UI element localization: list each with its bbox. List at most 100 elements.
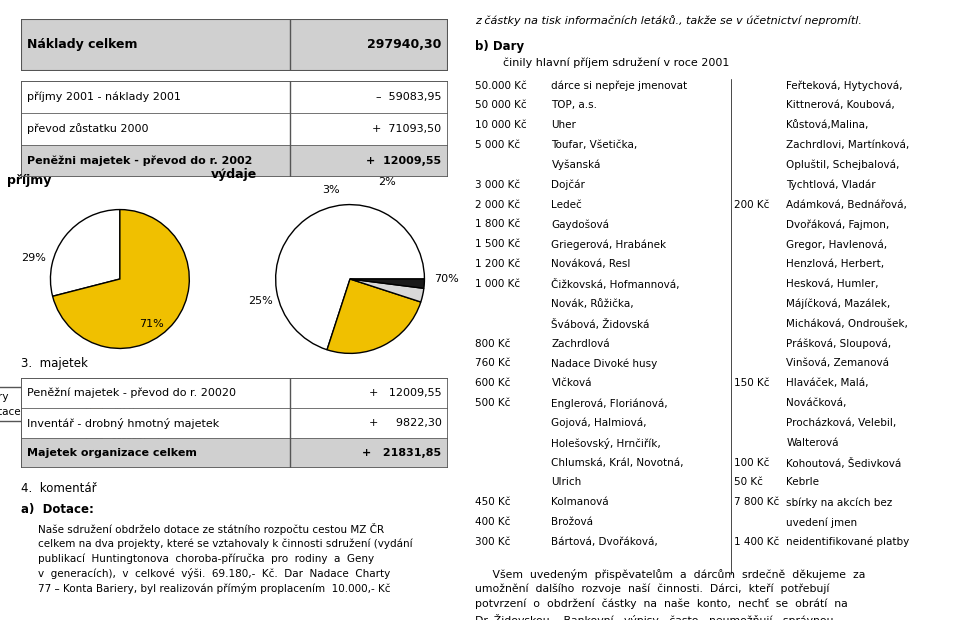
Text: Kohoutová, Šedivková: Kohoutová, Šedivková bbox=[786, 458, 901, 469]
Text: Hlaváček, Malá,: Hlaváček, Malá, bbox=[786, 378, 869, 388]
Text: +  71093,50: + 71093,50 bbox=[372, 123, 441, 134]
Text: Vinšová, Zemanová: Vinšová, Zemanová bbox=[786, 358, 889, 368]
Text: sbírky na akcích bez: sbírky na akcích bez bbox=[786, 497, 893, 508]
Text: Uher: Uher bbox=[551, 120, 576, 130]
Text: 150 Kč: 150 Kč bbox=[734, 378, 769, 388]
Text: 7 800 Kč: 7 800 Kč bbox=[734, 497, 779, 507]
Text: Dvořáková, Fajmon,: Dvořáková, Fajmon, bbox=[786, 219, 890, 230]
Text: příjmy 2001 - náklady 2001: příjmy 2001 - náklady 2001 bbox=[28, 91, 181, 102]
Text: 200 Kč: 200 Kč bbox=[734, 200, 769, 210]
FancyBboxPatch shape bbox=[21, 144, 448, 177]
Text: Adámková, Bednářová,: Adámková, Bednářová, bbox=[786, 200, 907, 210]
Text: 50 Kč: 50 Kč bbox=[734, 477, 762, 487]
Text: 400 Kč: 400 Kč bbox=[475, 517, 510, 527]
Text: Micháková, Ondroušek,: Micháková, Ondroušek, bbox=[786, 319, 908, 329]
Text: Opluštil, Schejbalová,: Opluštil, Schejbalová, bbox=[786, 160, 900, 171]
Text: 1 000 Kč: 1 000 Kč bbox=[475, 279, 520, 289]
Text: Kůstová,Malina,: Kůstová,Malina, bbox=[786, 120, 869, 130]
Text: dárce si nepřeje jmenovat: dárce si nepřeje jmenovat bbox=[551, 81, 688, 91]
Text: výdaje: výdaje bbox=[211, 167, 257, 180]
Text: 1 500 Kč: 1 500 Kč bbox=[475, 239, 520, 249]
Text: Hesková, Humler,: Hesková, Humler, bbox=[786, 279, 878, 289]
Text: +   21831,85: + 21831,85 bbox=[363, 448, 441, 458]
Wedge shape bbox=[350, 279, 424, 302]
Text: 3%: 3% bbox=[322, 185, 340, 195]
Text: Ledeč: Ledeč bbox=[551, 200, 582, 210]
Text: Májíčková, Mazálek,: Májíčková, Mazálek, bbox=[786, 299, 891, 309]
Text: Ulrich: Ulrich bbox=[551, 477, 582, 487]
Text: Švábová, Židovská: Švábová, Židovská bbox=[551, 319, 650, 330]
Text: Feřteková, Hytychová,: Feřteková, Hytychová, bbox=[786, 81, 902, 91]
Text: z částky na tisk informačních letáků., takže se v účetnictví nepromítl.: z částky na tisk informačních letáků., t… bbox=[475, 16, 861, 27]
Text: Novák, Růžička,: Novák, Růžička, bbox=[551, 299, 634, 309]
Text: Griegerová, Hrabánek: Griegerová, Hrabánek bbox=[551, 239, 667, 250]
Text: 50.000 Kč: 50.000 Kč bbox=[475, 81, 526, 91]
Text: 1 800 Kč: 1 800 Kč bbox=[475, 219, 520, 229]
Text: uvedení jmen: uvedení jmen bbox=[786, 517, 857, 528]
Text: neidentifikované platby: neidentifikované platby bbox=[786, 537, 910, 547]
Text: Kittnerová, Koubová,: Kittnerová, Koubová, bbox=[786, 100, 895, 110]
Text: +   12009,55: + 12009,55 bbox=[369, 388, 441, 398]
Text: Chlumská, Král, Novotná,: Chlumská, Král, Novotná, bbox=[551, 458, 684, 467]
Text: 800 Kč: 800 Kč bbox=[475, 339, 510, 348]
FancyBboxPatch shape bbox=[21, 378, 448, 408]
Text: TOP, a.s.: TOP, a.s. bbox=[551, 100, 597, 110]
Text: 300 Kč: 300 Kč bbox=[475, 537, 510, 547]
Legend: služby, akce, materiál, ostatní: služby, akce, materiál, ostatní bbox=[85, 386, 158, 451]
Text: 600 Kč: 600 Kč bbox=[475, 378, 510, 388]
Wedge shape bbox=[51, 210, 120, 296]
Text: převod zůstatku 2000: převod zůstatku 2000 bbox=[28, 123, 149, 134]
Text: Toufar, Všetička,: Toufar, Všetička, bbox=[551, 140, 638, 150]
Text: 2 000 Kč: 2 000 Kč bbox=[475, 200, 520, 210]
Text: 1 200 Kč: 1 200 Kč bbox=[475, 259, 520, 269]
Text: a)  Dotace:: a) Dotace: bbox=[21, 503, 94, 516]
Text: Všem  uvedeným  přispěvatelům  a  dárcům  srdečně  děkujeme  za
umožnění  dalšíh: Všem uvedeným přispěvatelům a dárcům srd… bbox=[475, 569, 887, 620]
Text: Čižkovská, Hofmannová,: Čižkovská, Hofmannová, bbox=[551, 279, 680, 290]
Text: Peněžni majetek - převod do r. 2002: Peněžni majetek - převod do r. 2002 bbox=[28, 156, 253, 166]
Text: 25%: 25% bbox=[248, 296, 273, 306]
FancyBboxPatch shape bbox=[21, 113, 448, 144]
Text: činily hlavní příjem sdružení v roce 2001: činily hlavní příjem sdružení v roce 200… bbox=[503, 57, 730, 68]
Text: 1 400 Kč: 1 400 Kč bbox=[734, 537, 779, 547]
Text: Vyšanská: Vyšanská bbox=[551, 160, 600, 171]
Text: 5 000 Kč: 5 000 Kč bbox=[475, 140, 520, 150]
Text: 500 Kč: 500 Kč bbox=[475, 398, 510, 408]
Text: 760 Kč: 760 Kč bbox=[475, 358, 510, 368]
Text: Zachrdlovi, Martínková,: Zachrdlovi, Martínková, bbox=[786, 140, 910, 150]
Text: Nováková, Resl: Nováková, Resl bbox=[551, 259, 631, 269]
Text: –  59083,95: – 59083,95 bbox=[376, 92, 441, 102]
FancyBboxPatch shape bbox=[21, 81, 448, 113]
Legend: dary, dotace: dary, dotace bbox=[0, 388, 25, 422]
Text: Tychtlová, Vladár: Tychtlová, Vladár bbox=[786, 180, 876, 190]
Text: Vlčková: Vlčková bbox=[551, 378, 592, 388]
Text: 2%: 2% bbox=[379, 177, 396, 187]
Text: 100 Kč: 100 Kč bbox=[734, 458, 769, 467]
Text: Procházková, Velebil,: Procházková, Velebil, bbox=[786, 418, 897, 428]
FancyBboxPatch shape bbox=[21, 19, 448, 71]
Text: Englerová, Floriánová,: Englerová, Floriánová, bbox=[551, 398, 668, 409]
Wedge shape bbox=[275, 205, 425, 350]
Text: 10 000 Kč: 10 000 Kč bbox=[475, 120, 526, 130]
Text: 29%: 29% bbox=[21, 253, 45, 263]
Text: Prášková, Sloupová,: Prášková, Sloupová, bbox=[786, 339, 892, 349]
Text: příjmy: příjmy bbox=[7, 174, 52, 187]
Wedge shape bbox=[350, 279, 425, 288]
Text: Dojčár: Dojčár bbox=[551, 180, 585, 190]
Text: Naše sdružení obdrželo dotace ze státního rozpočtu cestou MZ ČR
celkem na dva pr: Naše sdružení obdrželo dotace ze státníh… bbox=[38, 523, 412, 594]
Text: 450 Kč: 450 Kč bbox=[475, 497, 510, 507]
Wedge shape bbox=[327, 279, 421, 353]
Text: Brožová: Brožová bbox=[551, 517, 594, 527]
Text: Gregor, Havlenová,: Gregor, Havlenová, bbox=[786, 239, 887, 250]
Text: Nadace Divoké husy: Nadace Divoké husy bbox=[551, 358, 658, 369]
Text: Bártová, Dvořáková,: Bártová, Dvořáková, bbox=[551, 537, 658, 547]
Text: Náklady celkem: Náklady celkem bbox=[28, 38, 138, 51]
Text: Kolmanová: Kolmanová bbox=[551, 497, 609, 507]
Text: Gojová, Halmiová,: Gojová, Halmiová, bbox=[551, 418, 647, 428]
Text: 71%: 71% bbox=[139, 319, 163, 329]
Text: Inventář - drobný hmotný majetek: Inventář - drobný hmotný majetek bbox=[28, 418, 220, 428]
Text: Gaydošová: Gaydošová bbox=[551, 219, 609, 230]
Text: 297940,30: 297940,30 bbox=[367, 38, 441, 51]
Text: 3.  majetek: 3. majetek bbox=[21, 357, 88, 370]
Text: Kebrle: Kebrle bbox=[786, 477, 819, 487]
Text: 3 000 Kč: 3 000 Kč bbox=[475, 180, 520, 190]
